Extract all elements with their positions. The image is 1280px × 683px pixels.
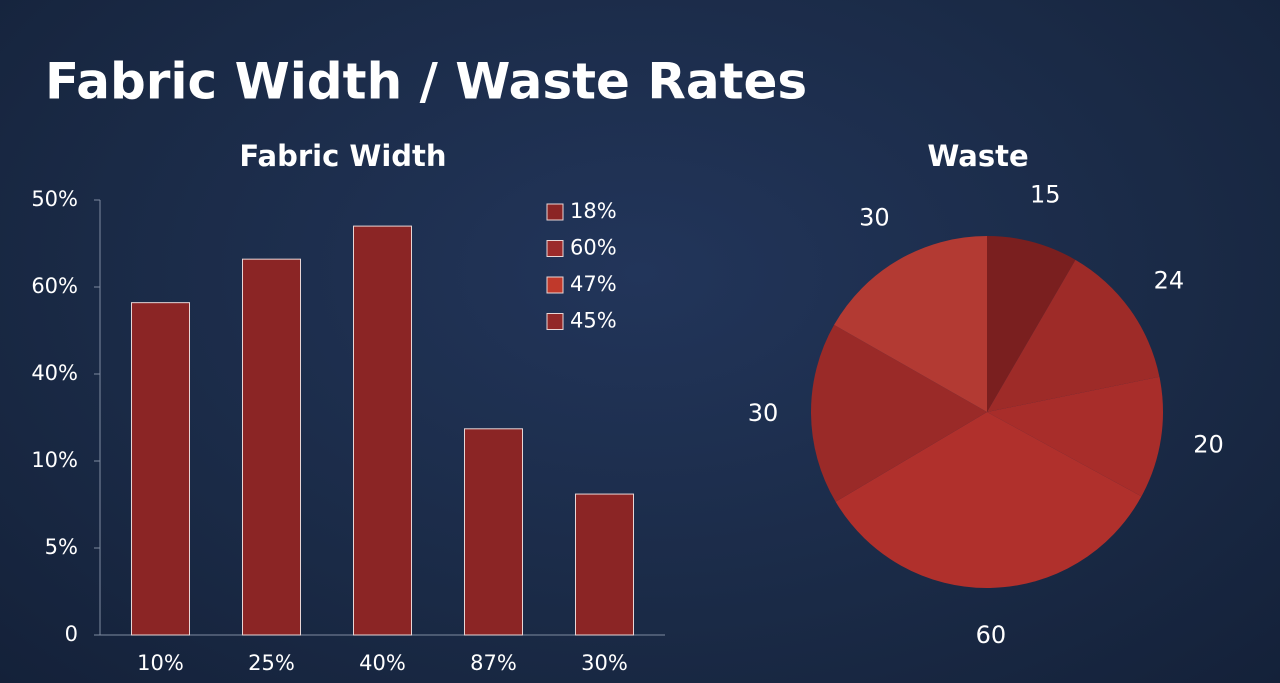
legend-swatch (546, 240, 564, 257)
pie-slice (987, 376, 1163, 497)
y-tick-label: 40% (31, 361, 78, 385)
x-tick-label: 87% (470, 651, 517, 675)
pie-slice (835, 412, 1142, 589)
x-tick-label: 40% (359, 651, 406, 675)
pie-label: 24 (1154, 266, 1185, 294)
pie-label: 60 (976, 621, 1007, 649)
x-tick-label: 10% (137, 651, 184, 675)
y-tick-label: 10% (31, 448, 78, 472)
bar (131, 302, 190, 636)
bar (353, 225, 412, 636)
pie-label: 15 (1030, 181, 1061, 209)
pie-label: 30 (748, 399, 779, 427)
bar-title: Fabric Width (239, 139, 446, 173)
bar (464, 428, 523, 636)
pie-slice (987, 236, 1076, 412)
legend-swatch (546, 313, 564, 330)
x-tick-label: 30% (581, 651, 628, 675)
legend-swatch (546, 203, 564, 221)
bar (242, 258, 301, 636)
legend-label: 45% (570, 309, 617, 333)
x-tick-label: 25% (248, 651, 295, 675)
legend-label: 60% (570, 236, 617, 260)
pie-slice (987, 259, 1160, 412)
pie-slice (834, 236, 987, 412)
page-title: Fabric Width / Waste Rates (45, 53, 807, 111)
y-tick-label: 60% (31, 274, 78, 298)
pie-title: Waste (927, 139, 1028, 173)
legend-label: 18% (570, 199, 617, 223)
y-tick-label: 5% (45, 535, 78, 559)
y-tick-label: 0 (65, 622, 78, 646)
pie-slice (810, 324, 987, 502)
pie-label: 30 (859, 203, 890, 231)
legend-label: 47% (570, 272, 617, 296)
pie-label: 20 (1193, 430, 1224, 458)
y-tick-label: 50% (31, 187, 78, 211)
legend-swatch (546, 276, 564, 294)
bar (575, 493, 634, 636)
